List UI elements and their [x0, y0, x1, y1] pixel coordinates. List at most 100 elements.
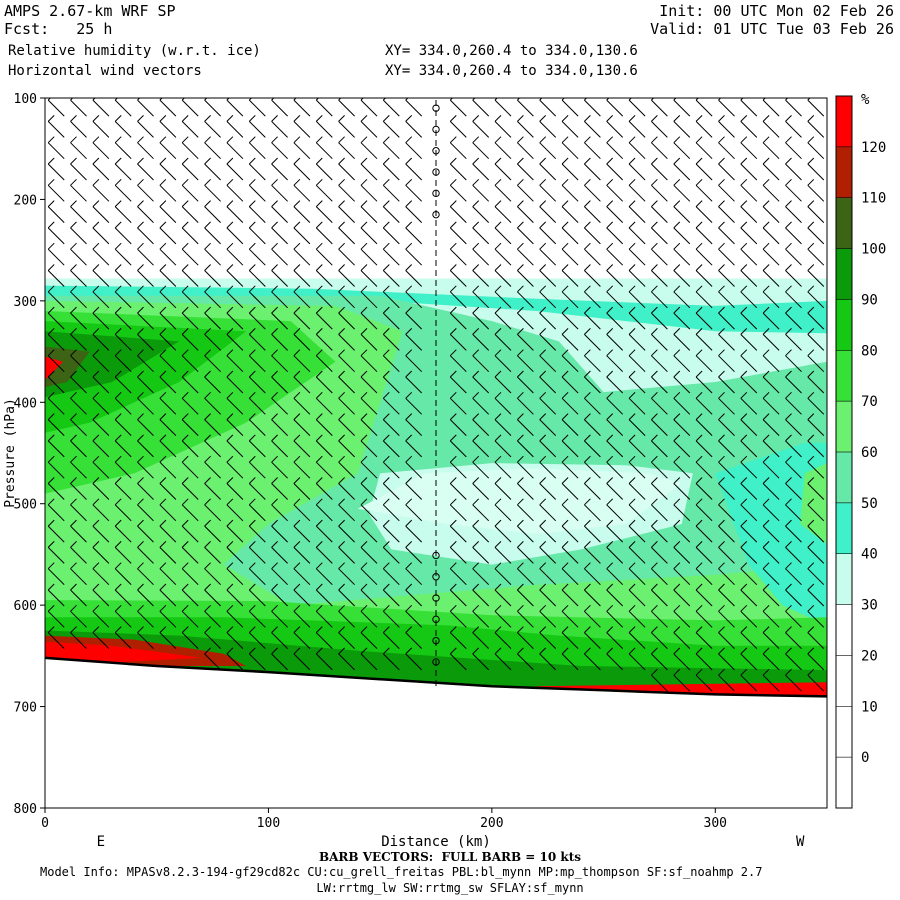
wind-barb: [114, 583, 132, 607]
wind-barb: [762, 328, 780, 351]
wind-barb: [92, 349, 110, 373]
wind-barb: [606, 626, 624, 649]
wind-barb: [405, 626, 423, 649]
wind-barb: [785, 221, 802, 245]
wind-barb: [382, 264, 400, 287]
wind-barb: [293, 626, 311, 649]
wind-barb: [539, 178, 557, 202]
wind-barb: [494, 434, 512, 458]
y-axis-label: Pressure (hPa): [3, 398, 18, 508]
wind-barb: [382, 285, 400, 309]
wind-barb: [651, 157, 668, 181]
wind-barb: [248, 178, 266, 202]
wind-barb: [695, 455, 713, 479]
wind-barb: [226, 157, 244, 181]
wind-barb: [695, 200, 713, 223]
wind-barb: [695, 434, 713, 458]
wind-barb: [70, 519, 87, 543]
wind-barb: [606, 413, 624, 436]
wind-barb: [628, 136, 646, 160]
wind-barb: [338, 306, 355, 330]
wind-barb: [695, 242, 713, 266]
wind-barb: [762, 115, 780, 138]
wind-barb: [360, 626, 378, 649]
wind-barb: [785, 178, 802, 202]
colorbar-label: 0: [861, 750, 869, 766]
y-tick-label: 700: [14, 701, 37, 716]
west-label: W: [796, 834, 805, 850]
wind-barb: [449, 391, 467, 415]
wind-barb: [360, 434, 378, 458]
wind-barb: [762, 157, 780, 181]
wind-barb: [159, 349, 177, 373]
wind-barb: [718, 98, 735, 117]
wind-barb: [807, 242, 825, 266]
wind-barb: [561, 370, 579, 394]
field-label-wind: Horizontal wind vectors: [8, 63, 202, 79]
wind-barb: [405, 413, 423, 436]
wind-barb: [271, 178, 288, 202]
wind-barb: [293, 413, 311, 436]
wind-barb: [382, 157, 400, 181]
wind-barb: [159, 604, 177, 628]
wind-barb: [807, 434, 825, 458]
wind-barb: [651, 434, 668, 458]
wind-barb: [92, 264, 110, 287]
wind-barb: [449, 455, 467, 479]
wind-barb: [628, 221, 646, 245]
wind-barb: [628, 98, 646, 117]
wind-barb: [360, 264, 378, 287]
wind-barb: [494, 413, 512, 436]
wind-barb: [137, 541, 154, 564]
wind-barb: [405, 562, 423, 586]
colorbar-swatch: [836, 350, 852, 402]
wind-barb: [807, 413, 825, 436]
wind-barb: [405, 604, 423, 628]
wind-barb: [382, 370, 400, 394]
wind-barb: [226, 242, 244, 266]
wind-barb: [449, 285, 467, 309]
wind-barb: [762, 242, 780, 266]
wind-barb: [762, 136, 780, 160]
wind-barb: [204, 391, 221, 415]
wind-barb: [718, 455, 735, 479]
model-title: AMPS 2.67-km WRF SP: [4, 2, 176, 20]
wind-barb: [695, 413, 713, 436]
wind-barb: [718, 498, 735, 522]
y-tick-label: 600: [14, 599, 37, 614]
wind-barb: [338, 328, 355, 351]
wind-barb: [70, 562, 87, 586]
wind-barb: [226, 562, 244, 586]
wind-barb: [517, 583, 534, 607]
wind-barb: [315, 98, 333, 117]
wind-barb: [807, 285, 825, 309]
wind-barb: [315, 178, 333, 202]
wind-barb: [47, 583, 65, 607]
wind-barb: [338, 264, 355, 287]
wind-barb: [695, 328, 713, 351]
wind-barb: [405, 541, 423, 564]
wind-barb: [293, 647, 311, 671]
wind-barb: [248, 136, 266, 160]
wind-barb: [47, 370, 65, 394]
wind-barb: [651, 178, 668, 202]
wind-barb: [248, 519, 266, 543]
wind-barb: [651, 200, 668, 223]
wind-barb: [785, 242, 802, 266]
wind-barb: [92, 626, 110, 649]
wind-barb: [807, 541, 825, 564]
wind-barb: [248, 221, 266, 245]
wind-barb: [92, 115, 110, 138]
wind-barb: [137, 391, 154, 415]
wind-barb: [159, 306, 177, 330]
wind-barb: [360, 178, 378, 202]
wind-barb: [718, 264, 735, 287]
wind-barb: [315, 328, 333, 351]
wind-barb: [718, 136, 735, 160]
wind-barb: [606, 306, 624, 330]
wind-barb: [472, 370, 490, 394]
wind-barb: [360, 349, 378, 373]
wind-barb: [785, 285, 802, 309]
wind-barb: [226, 477, 244, 500]
wind-barb: [740, 647, 758, 671]
